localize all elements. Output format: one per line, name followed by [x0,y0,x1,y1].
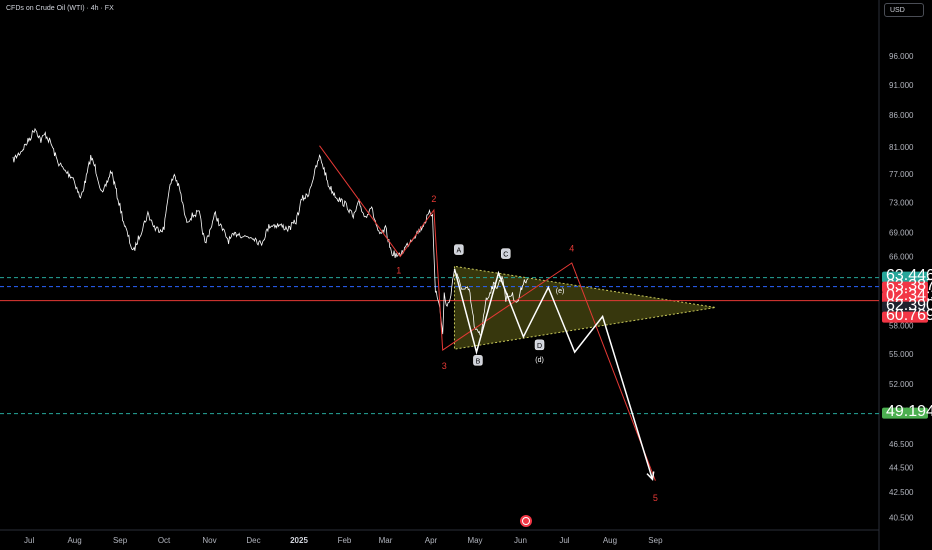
price-tag-label: 63.387 [886,277,932,294]
price-tag-label: 49.194 [886,403,932,420]
price-axis-label: 66.000 [889,253,914,262]
wave-label-box [454,244,464,255]
price-axis-label: 42.500 [889,488,914,497]
price-tag-background [882,311,928,323]
currency-button[interactable]: USD [884,3,924,17]
price-tag: 02:34:34 [882,287,932,304]
time-axis-label: 2025 [290,536,308,545]
price-tag-label: 02:34:34 [886,287,932,304]
time-axis-label: Aug [67,536,81,545]
price-axis-label: 52.000 [889,380,914,389]
price-axis-label: 77.000 [889,170,914,179]
projection-arrowhead [646,471,655,482]
price-series-line [12,127,529,336]
price-axis-label: 96.000 [889,52,914,61]
price-axis-label: 55.000 [889,350,914,359]
time-axis-label: Aug [603,536,617,545]
price-axis-label: 46.500 [889,440,914,449]
wave-label: 3 [442,361,447,371]
time-axis-label: Apr [425,536,438,545]
wave-label: D [537,343,542,350]
wave-label-box [473,355,483,366]
price-axis-label: 69.000 [889,229,914,238]
price-tag-label: 62.390 [886,297,932,314]
wave-label: C [503,252,508,259]
price-tag-label: 63.446 [886,267,932,284]
price-tag: 49.194 [882,403,932,420]
chart-title: CFDs on Crude Oil (WTI) · 4h · FX [6,5,114,12]
wave-label: 1 [396,265,401,275]
wave-count-line [319,145,656,481]
price-tag: 62.390 [882,297,932,314]
wave-label: B [476,358,481,365]
time-axis-label: Sep [648,536,663,545]
price-tag: 63.446 [882,267,932,284]
wave-label: (e) [556,288,565,295]
time-axis-label: May [467,536,482,545]
price-axis-label: 73.000 [889,199,914,208]
price-axis-label: 86.000 [889,111,914,120]
time-axis-label: Feb [338,536,352,545]
time-axis-label: Oct [158,536,171,545]
time-axis-label: Mar [379,536,393,545]
wave-label: 2 [431,194,436,204]
time-axis-label: Jul [559,536,569,545]
price-axis-label: 91.000 [889,81,914,90]
time-axis-label: Jun [514,536,527,545]
wave-label-box [501,248,511,259]
event-marker-icon[interactable] [520,515,532,527]
time-axis-label: Nov [202,536,216,545]
price-axis-label: 44.500 [889,463,914,472]
wave-label: (d) [535,357,544,364]
wave-label: 5 [653,493,658,503]
price-tag-background [882,271,928,283]
projection-path [453,268,654,480]
wave-label: 4 [569,243,574,253]
price-tag-background [882,407,928,419]
time-axis-label: Dec [246,536,260,545]
price-tag: 63.387 [882,277,932,294]
price-axis-label: 81.000 [889,143,914,152]
price-tag-background [882,281,928,293]
time-axis-label: Sep [113,536,128,545]
wave-label-box [534,339,545,351]
price-axis-label: 40.500 [889,514,914,523]
price-tag: 60.769 [882,307,932,324]
time-axis-label: Jul [24,536,34,545]
price-tag-label: 60.769 [886,307,932,324]
price-tag-background [882,291,928,303]
price-tag-background [882,301,928,313]
price-axis-label: 58.000 [889,322,914,331]
wave-label: A [457,248,462,255]
